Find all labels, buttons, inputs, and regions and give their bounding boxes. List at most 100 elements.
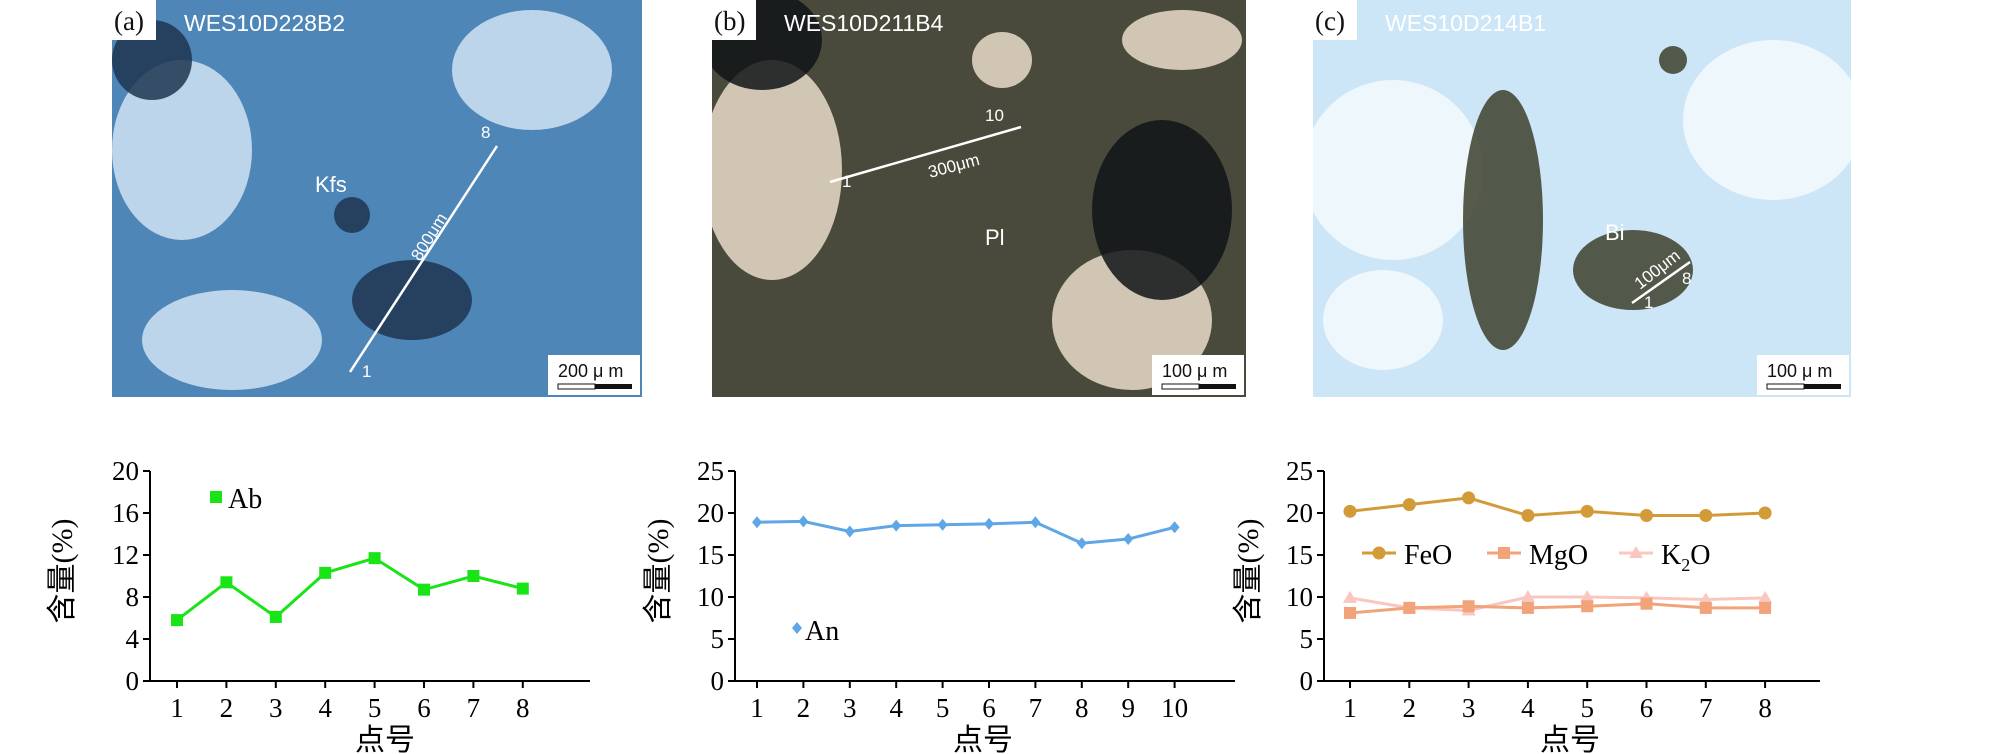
x-tick-label: 7 [1699, 693, 1713, 723]
grain-shape [334, 197, 370, 233]
profile-start-label: 1 [1644, 293, 1653, 312]
x-axis-label: 点号 [355, 724, 415, 754]
data-point [891, 519, 902, 532]
y-tick-label: 5 [1300, 624, 1314, 654]
data-point [1758, 590, 1773, 603]
profile-end-label: 10 [985, 106, 1004, 125]
grain-shape [712, 60, 842, 280]
data-point [1521, 509, 1535, 523]
data-point [752, 516, 762, 529]
mineral-label: Pl [985, 225, 1005, 250]
y-tick-label: 0 [1300, 666, 1314, 696]
data-point [1403, 601, 1416, 614]
x-tick-label: 6 [982, 693, 996, 723]
y-tick-label: 0 [711, 666, 725, 696]
x-tick-label: 3 [843, 693, 857, 723]
grain-shape [1323, 270, 1443, 370]
data-point [418, 583, 430, 596]
legend-marker [1629, 546, 1643, 558]
grain-shape [1092, 120, 1232, 300]
y-tick-label: 0 [126, 666, 140, 696]
panel-letter: (b) [714, 6, 745, 36]
x-tick-label: 5 [368, 693, 382, 723]
legend-item-FeO: FeO [1362, 540, 1452, 571]
legend-label: MgO [1529, 540, 1588, 571]
data-point [1521, 601, 1534, 614]
grain-shape [1122, 10, 1242, 70]
x-axis-label: 点号 [1540, 724, 1600, 754]
y-tick-label: 10 [1286, 582, 1313, 612]
y-tick-label: 4 [126, 624, 140, 654]
data-point [467, 570, 480, 582]
grain-shape [1463, 90, 1543, 350]
micrograph-image [112, 0, 642, 397]
series-line [1349, 602, 1766, 615]
grain-shape [142, 290, 322, 390]
legend-item-Ab: Ab [210, 484, 262, 515]
data-point [1520, 590, 1535, 602]
data-point [1076, 537, 1087, 550]
data-point [1640, 597, 1653, 610]
y-tick-label: 15 [1286, 540, 1313, 570]
data-point [798, 515, 809, 528]
legend-label: FeO [1404, 540, 1452, 571]
data-point [1699, 509, 1713, 523]
legend-marker [210, 491, 222, 503]
y-tick-label: 20 [697, 498, 724, 528]
y-tick-label: 8 [126, 582, 140, 612]
data-point [1758, 506, 1772, 520]
mineral-label: Kfs [315, 172, 347, 197]
data-point [1123, 533, 1134, 546]
y-tick-label: 20 [112, 456, 139, 486]
data-point [516, 582, 529, 595]
profile-start-label: 1 [842, 172, 851, 191]
y-tick-label: 15 [697, 540, 724, 570]
data-point [1699, 601, 1712, 614]
legend-label-tail: O [1690, 540, 1710, 571]
sample-id: WES10D211B4 [784, 10, 944, 36]
x-axis-label: 点号 [953, 724, 1013, 754]
profile-line [1631, 260, 1691, 305]
profile-line [348, 145, 499, 373]
x-tick-label: 4 [1521, 693, 1535, 723]
data-point [984, 517, 994, 530]
x-tick-label: 3 [1462, 693, 1476, 723]
data-point [1343, 590, 1357, 603]
grain-shape [1683, 40, 1851, 200]
scale-bar-dark [595, 384, 632, 389]
scale-bar-label: 100 μ m [1162, 361, 1227, 381]
x-tick-label: 6 [417, 693, 431, 723]
data-point [171, 614, 183, 627]
x-tick-label: 5 [936, 693, 950, 723]
y-axis-label: 含量(%) [46, 519, 79, 624]
panel-letter: (a) [114, 6, 144, 36]
y-tick-label: 20 [1286, 498, 1313, 528]
panel-letter-box [110, 0, 156, 40]
x-tick-label: 5 [1580, 693, 1594, 723]
x-tick-label: 4 [318, 693, 332, 723]
data-point [319, 566, 332, 579]
grain-shape [1659, 46, 1687, 74]
grain-shape [112, 60, 252, 240]
x-tick-label: 2 [1403, 693, 1417, 723]
panel-letter-box [1311, 0, 1357, 40]
data-point [1344, 606, 1356, 619]
x-tick-label: 1 [1343, 693, 1357, 723]
chart-b: 0 5 10 15 20 25 1 2 3 4 5 6 7 8 9 10 含量(%) 点号 An [642, 456, 1235, 754]
scale-bar-dark [1804, 384, 1841, 389]
data-point [1698, 592, 1713, 605]
data-point [368, 552, 381, 565]
profile-line [829, 125, 1022, 184]
series-MgO [1344, 597, 1772, 619]
x-tick-label: 2 [797, 693, 811, 723]
scale-bar-light [1766, 383, 1805, 390]
grain-shape [452, 10, 612, 130]
x-tick-label: 8 [516, 693, 530, 723]
y-axis-label: 含量(%) [642, 519, 675, 624]
data-point [1030, 516, 1041, 529]
scale-bar-dark [1199, 384, 1236, 389]
